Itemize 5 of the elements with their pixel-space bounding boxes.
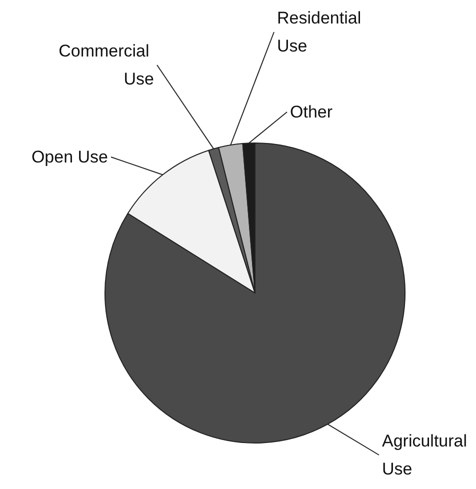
slice-label: Open Use bbox=[31, 148, 108, 166]
slice-label: Residential Use bbox=[277, 8, 366, 56]
slice-label: Other bbox=[290, 102, 333, 122]
slice-label: Commercial Use bbox=[58, 42, 154, 88]
slice-label: Agricultural Use bbox=[382, 432, 472, 478]
